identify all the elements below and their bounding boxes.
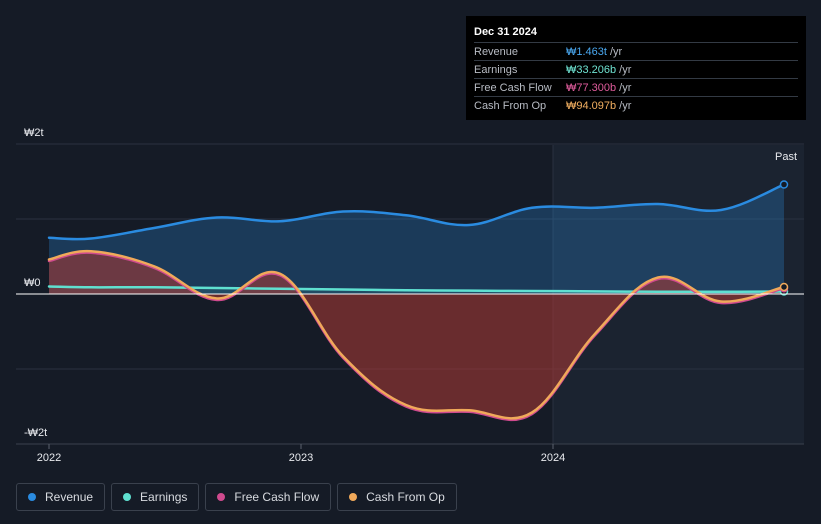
area-revenue — [49, 184, 784, 294]
tooltip-row-unit: /yr — [619, 99, 632, 112]
y-tick-label: ₩0 — [24, 277, 41, 289]
legend-item-earnings[interactable]: Earnings — [111, 483, 200, 511]
tooltip-row-unit: /yr — [609, 45, 623, 58]
tooltip-row-label: Earnings — [474, 63, 518, 76]
grid-lines — [16, 143, 804, 445]
legend-item-revenue[interactable]: Revenue — [16, 483, 106, 511]
legend-label: Earnings — [140, 490, 188, 504]
legend-item-free-cash-flow[interactable]: Free Cash Flow — [205, 483, 332, 511]
tooltip-row-label: Revenue — [474, 45, 519, 58]
past-label: Past — [775, 151, 797, 163]
tooltip-row-value: ₩94.097b — [566, 99, 617, 112]
x-tick-label: 2024 — [541, 452, 565, 464]
area-cash-from-op — [49, 251, 784, 419]
legend-dot-icon — [217, 493, 226, 501]
legend-dot-icon — [28, 493, 36, 501]
tooltip-row-earnings: Earnings ₩33.206b/yr — [474, 60, 798, 78]
legend-dot-icon — [349, 493, 358, 501]
axis-ticks: ₩2t ₩0 -₩2t 2022 2023 2024 — [24, 127, 565, 464]
tooltip-row-label: Cash From Op — [474, 99, 547, 112]
line-revenue — [47, 183, 786, 241]
x-tick-label: 2023 — [289, 452, 313, 464]
tooltip-row-value: ₩77.300b — [566, 81, 617, 94]
tooltip-row-value: ₩1.463t — [566, 45, 607, 58]
tooltip-row-unit: /yr — [619, 81, 632, 94]
tooltip-row-unit: /yr — [619, 63, 632, 76]
chart-lines — [47, 180, 789, 422]
tooltip-row-label: Free Cash Flow — [474, 81, 552, 94]
line-earnings — [47, 285, 786, 294]
legend: Revenue Earnings Free Cash Flow Cash From O… — [16, 483, 457, 511]
legend-dot-icon — [123, 493, 132, 501]
tooltip-row-value: ₩33.206b — [566, 63, 617, 76]
tooltip-panel: Dec 31 2024 Revenue ₩1.463t/yr Earnings ₩33… — [466, 16, 806, 120]
end-point-cash-from-op — [779, 282, 789, 292]
tooltip-row-revenue: Revenue ₩1.463t/yr — [474, 42, 798, 60]
tooltip-row-cash-from-op: Cash From Op ₩94.097b/yr — [474, 96, 798, 114]
legend-label: Cash From Op — [366, 490, 445, 504]
tooltip-row-free-cash-flow: Free Cash Flow ₩77.300b/yr — [474, 78, 798, 96]
line-free-cash-flow — [47, 251, 786, 422]
legend-item-cash-from-op[interactable]: Cash From Op — [337, 483, 457, 511]
tooltip-date: Dec 31 2024 — [474, 26, 537, 38]
y-tick-label: -₩2t — [24, 427, 47, 439]
legend-label: Free Cash Flow — [234, 490, 320, 504]
line-cash-from-op — [47, 249, 786, 420]
end-point-revenue — [779, 180, 789, 189]
legend-label: Revenue — [45, 490, 94, 504]
x-tick-label: 2022 — [37, 452, 61, 464]
y-tick-label: ₩2t — [24, 127, 44, 139]
